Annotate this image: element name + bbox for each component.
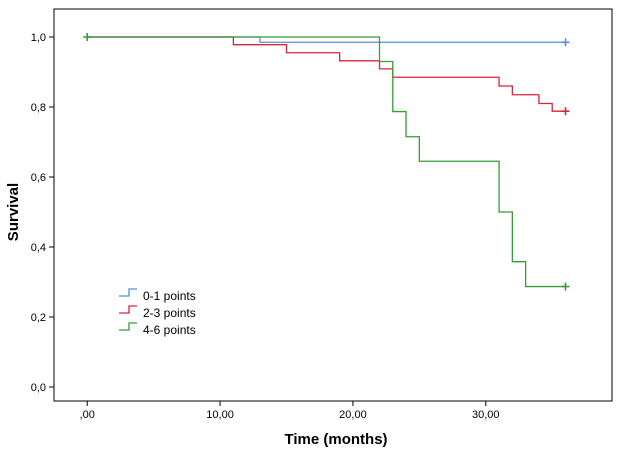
series-layer <box>83 33 570 291</box>
x-axis-title: Time (months) <box>284 431 387 448</box>
axes-layer: ,00 10,00 20,00 30,00 0,0 0,2 0,4 0,6 0,8 1,0 <box>31 8 613 421</box>
x-tick-label: ,00 <box>80 409 95 421</box>
series-line-1 <box>87 36 566 43</box>
legend-swatch-1 <box>119 288 137 297</box>
y-tick-label: 0,8 <box>31 102 46 114</box>
legend: 0-1 points 2-3 points 4-6 points <box>119 288 196 337</box>
legend-label-2: 2-3 points <box>143 306 196 320</box>
y-tick-label: 1,0 <box>31 32 46 44</box>
x-tick-label: 10,00 <box>206 409 234 421</box>
y-axis-title: Survival <box>5 183 22 241</box>
legend-label-1: 0-1 points <box>143 289 196 303</box>
series-line-2 <box>87 36 566 112</box>
x-tick-label: 20,00 <box>339 409 367 421</box>
y-tick-label: 0,0 <box>31 382 46 394</box>
y-tick-label: 0,6 <box>31 172 46 184</box>
x-tick-label: 30,00 <box>472 409 500 421</box>
series-line-3 <box>87 36 566 288</box>
y-tick-label: 0,2 <box>31 312 46 324</box>
legend-swatch-3 <box>119 322 137 331</box>
plot-frame <box>53 8 613 402</box>
legend-label-3: 4-6 points <box>143 323 196 337</box>
legend-swatch-2 <box>119 305 137 314</box>
y-tick-label: 0,4 <box>31 242 46 254</box>
